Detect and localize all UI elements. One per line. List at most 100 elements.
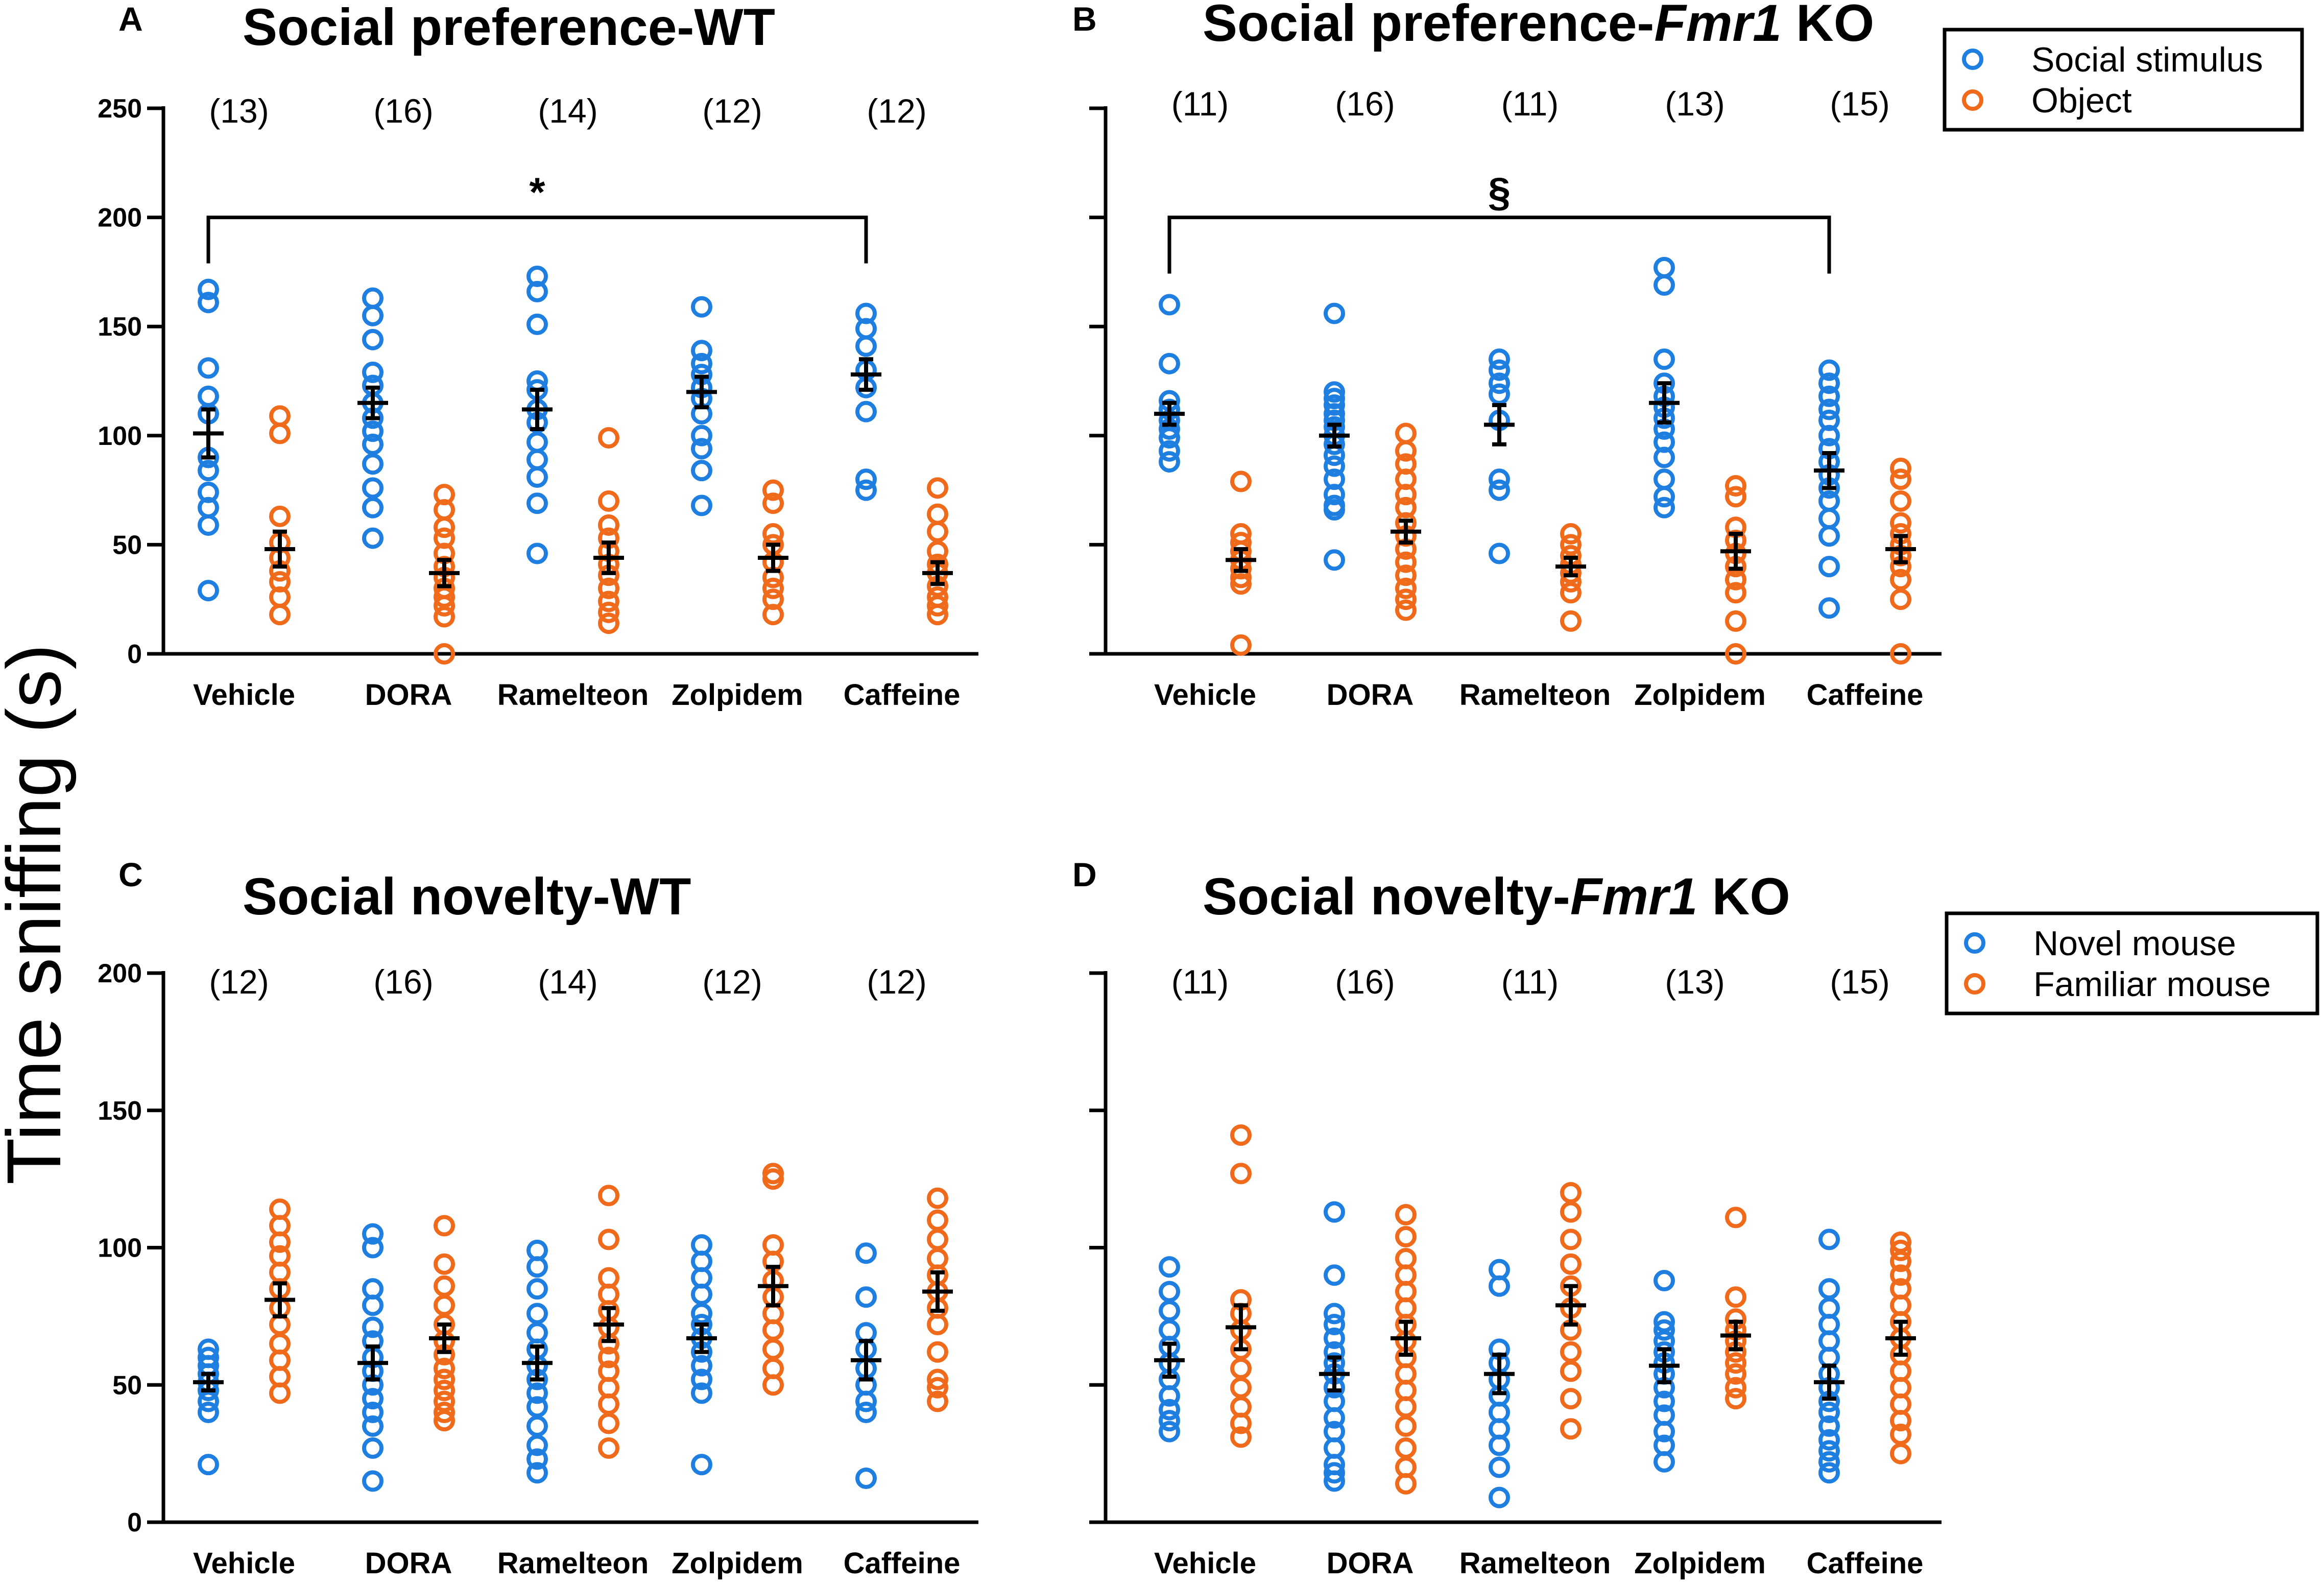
n-label: (13) <box>1665 963 1724 1001</box>
data-point <box>362 1237 384 1259</box>
x-category-label: Vehicle <box>1154 1547 1256 1580</box>
data-point <box>1324 1407 1345 1429</box>
y-tick-label: 150 <box>98 312 142 342</box>
data-point <box>1324 394 1345 416</box>
data-point <box>269 405 291 427</box>
data-point <box>1489 359 1510 381</box>
x-category-label: Zolpidem <box>672 678 803 712</box>
panel-title-suffix: KO <box>1697 867 1790 926</box>
data-point <box>1324 302 1345 324</box>
y-tick-label: 50 <box>112 1371 142 1400</box>
data-point <box>1489 468 1510 490</box>
data-point <box>1725 486 1746 508</box>
data-point <box>526 1415 548 1437</box>
data-point <box>1159 352 1180 374</box>
data-point <box>762 523 784 545</box>
data-point <box>434 1358 455 1379</box>
x-category-label: Zolpidem <box>1634 1547 1766 1580</box>
data-point <box>1890 1410 1911 1432</box>
data-point <box>269 604 291 626</box>
data-point <box>362 1223 384 1245</box>
data-point <box>526 1256 548 1278</box>
legend-marker <box>1964 973 1985 995</box>
y-tick-label: 0 <box>127 1508 142 1538</box>
data-point <box>362 453 384 475</box>
data-point <box>1654 348 1675 370</box>
y-tick-label: 0 <box>127 640 142 669</box>
n-label: (15) <box>1830 85 1889 123</box>
data-point <box>598 612 619 634</box>
data-point <box>1818 556 1840 578</box>
x-category-label: Ramelteon <box>497 678 649 712</box>
data-point <box>1159 1385 1180 1407</box>
data-point <box>1324 1327 1345 1349</box>
x-category-label: Zolpidem <box>672 1547 803 1580</box>
y-tick-label: 250 <box>98 94 142 124</box>
data-point <box>1324 381 1345 403</box>
data-point <box>691 424 712 446</box>
y-axis-title: Time sniffing (s) <box>0 644 77 1185</box>
x-category-label: Caffeine <box>1807 678 1924 712</box>
data-point <box>1324 1314 1345 1335</box>
data-point <box>598 1412 619 1434</box>
x-category-label: Caffeine <box>844 678 961 712</box>
data-point <box>1230 1163 1252 1185</box>
data-point <box>526 1434 548 1456</box>
data-point <box>927 503 948 525</box>
panel-title-text: Social preference-WT <box>243 0 775 56</box>
n-label: (12) <box>867 963 926 1001</box>
x-category-label: Ramelteon <box>1459 1547 1611 1580</box>
data-point <box>1890 1250 1911 1272</box>
data-point <box>762 1168 784 1190</box>
data-point <box>1654 256 1675 278</box>
n-label: (12) <box>867 92 926 130</box>
data-point <box>1560 1418 1582 1440</box>
panel-title: Social novelty-Fmr1 KO <box>1203 867 1790 926</box>
data-point <box>434 1275 455 1297</box>
panel-title-text: Social novelty-WT <box>243 867 691 926</box>
n-label: (12) <box>702 92 762 130</box>
panel-title-italic: Fmr1 <box>1654 0 1781 52</box>
x-category-label: Zolpidem <box>1634 678 1766 712</box>
data-point <box>1560 1341 1582 1363</box>
data-point <box>526 1448 548 1470</box>
data-point <box>1489 372 1510 394</box>
data-point <box>762 492 784 514</box>
data-point <box>1489 1456 1510 1478</box>
data-point <box>927 1314 948 1335</box>
y-tick-label: 100 <box>98 421 142 451</box>
data-point <box>598 490 619 512</box>
data-point <box>526 265 548 287</box>
data-point <box>762 604 784 626</box>
data-point <box>1560 1228 1582 1250</box>
data-point <box>1324 1470 1345 1492</box>
data-point <box>1725 643 1746 665</box>
data-point <box>362 477 384 499</box>
data-point <box>434 606 455 628</box>
data-point <box>1159 451 1180 473</box>
y-tick-label: 200 <box>98 959 142 988</box>
data-point <box>1560 582 1582 604</box>
data-point <box>927 540 948 562</box>
data-point <box>269 422 291 444</box>
data-point <box>362 1388 384 1410</box>
data-point <box>434 484 455 506</box>
data-point <box>362 433 384 455</box>
legend-entry: Novel mouse <box>2033 924 2236 963</box>
data-point <box>362 287 384 309</box>
data-point <box>1654 497 1675 518</box>
data-point <box>198 1402 219 1423</box>
data-point <box>762 588 784 610</box>
data-point <box>362 328 384 350</box>
data-point <box>1324 388 1345 410</box>
n-label: (16) <box>1335 963 1395 1001</box>
data-point <box>1818 1415 1840 1437</box>
data-point <box>691 296 712 318</box>
x-category-label: DORA <box>1327 1547 1414 1580</box>
data-point <box>1818 1462 1840 1484</box>
data-point <box>598 590 619 612</box>
data-point <box>1395 1226 1417 1247</box>
data-point <box>1818 508 1840 530</box>
